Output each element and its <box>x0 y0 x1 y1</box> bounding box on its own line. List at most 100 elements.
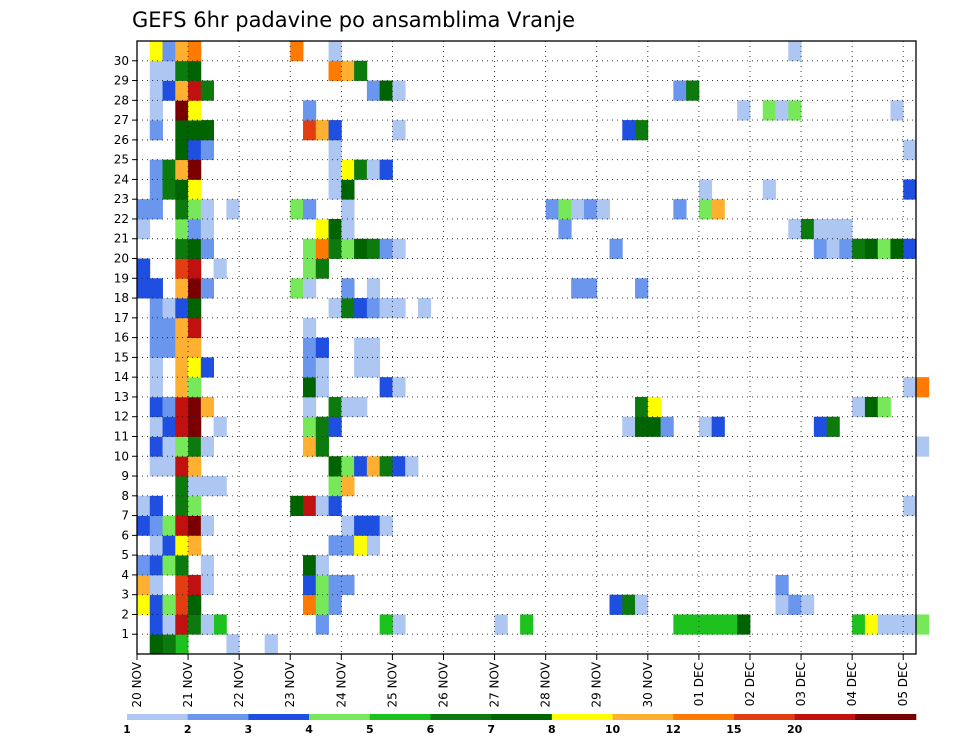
heatmap-cell <box>711 199 725 220</box>
heatmap-cell <box>788 218 802 240</box>
heatmap-cell <box>290 278 304 299</box>
heatmap-cell <box>583 199 598 220</box>
heatmap-cell <box>341 476 355 497</box>
x-tick-label: 23 NOV <box>283 661 297 707</box>
heatmap-cell <box>175 634 189 655</box>
heatmap-cell <box>354 515 368 536</box>
heatmap-cell <box>149 416 163 437</box>
x-tick-label: 20 NOV <box>130 661 144 707</box>
colorbar-segment <box>733 714 795 720</box>
heatmap-cell <box>328 416 342 437</box>
heatmap-cell <box>916 436 930 457</box>
heatmap-cell <box>379 456 393 477</box>
heatmap-cell <box>328 159 342 180</box>
heatmap-cell <box>354 60 368 81</box>
heatmap-cell <box>328 139 342 161</box>
heatmap-cell <box>188 238 202 259</box>
heatmap-cell <box>303 317 317 339</box>
heatmap-cell <box>647 416 661 437</box>
colorbar-label: 5 <box>366 723 374 736</box>
heatmap-cell <box>303 436 317 457</box>
y-tick-label: 9 <box>121 469 129 483</box>
heatmap-cell <box>520 614 534 635</box>
y-tick-label: 20 <box>114 252 129 266</box>
x-axis-ticks: 20 NOV 21 NOV 22 NOV 23 NOV 24 NOV 25 NOV 26 N… <box>130 654 910 708</box>
heatmap-cell <box>149 555 163 576</box>
colorbar-segment <box>309 714 371 720</box>
colorbar-segment <box>491 714 553 720</box>
heatmap-cell <box>303 377 317 398</box>
heatmap-cell <box>149 515 163 536</box>
y-tick-label: 24 <box>114 172 129 186</box>
heatmap-cell <box>188 41 202 62</box>
heatmap-cell <box>341 159 355 180</box>
heatmap-cell <box>175 278 189 299</box>
plot-frame <box>136 40 917 655</box>
heatmap-cell <box>877 614 891 635</box>
heatmap-cell <box>328 218 342 240</box>
y-tick-label: 7 <box>121 509 129 523</box>
heatmap-cell <box>801 594 815 615</box>
heatmap-cell <box>137 555 151 576</box>
heatmap-cell <box>609 594 623 615</box>
heatmap-cell <box>149 634 163 655</box>
y-tick-label: 6 <box>121 528 129 542</box>
heatmap-cell <box>775 574 789 596</box>
heatmap-cell <box>328 535 342 556</box>
heatmap-cell <box>162 396 176 418</box>
heatmap-cell <box>200 139 215 161</box>
heatmap-cell <box>162 80 176 101</box>
x-tick-label: 26 NOV <box>436 661 450 707</box>
heatmap-cell <box>137 258 151 279</box>
heatmap-cell <box>417 298 432 319</box>
heatmap-cell <box>903 614 917 635</box>
y-tick-label: 1 <box>121 627 129 641</box>
heatmap-cell <box>175 258 189 279</box>
x-tick-label: 02 DEC <box>743 662 757 706</box>
y-tick-label: 23 <box>114 192 129 206</box>
heatmap-cell <box>188 535 202 556</box>
heatmap-cell <box>149 377 163 398</box>
heatmap-cell <box>200 80 215 101</box>
heatmap-cell <box>545 199 559 220</box>
colorbar-segment <box>673 714 735 720</box>
heatmap-cell <box>149 495 163 516</box>
heatmap-cell <box>200 476 215 497</box>
heatmap-cell <box>354 159 368 180</box>
heatmap-cell <box>366 456 381 477</box>
heatmap-cell <box>379 377 393 398</box>
heatmap-cell <box>315 357 329 378</box>
heatmap-cell <box>149 594 163 615</box>
heatmap-cell <box>852 238 866 259</box>
heatmap-cell <box>200 396 215 418</box>
heatmap-cell <box>826 238 840 259</box>
heatmap-cell <box>341 515 355 536</box>
heatmap-cell <box>200 278 215 299</box>
x-tick-label: 05 DEC <box>896 662 910 706</box>
x-tick-label: 22 NOV <box>232 661 246 707</box>
heatmap-cell <box>328 396 342 418</box>
heatmap-cell <box>290 495 304 516</box>
heatmap-cell <box>188 574 202 596</box>
heatmap-cell <box>175 199 189 220</box>
heatmap-cell <box>200 574 215 596</box>
heatmap-cell <box>315 218 329 240</box>
heatmap-cell <box>315 594 329 615</box>
heatmap-cell <box>290 41 304 62</box>
heatmap-cell <box>622 416 636 437</box>
heatmap-cell <box>635 594 649 615</box>
heatmap-cell <box>149 120 163 141</box>
heatmap-cell <box>686 614 700 635</box>
heatmap-cell <box>175 436 189 457</box>
heatmap-cell <box>392 456 406 477</box>
heatmap-cell <box>188 60 202 81</box>
colorbar-segment <box>794 714 856 720</box>
heatmap-cell <box>328 594 342 615</box>
heatmap-cell <box>162 614 176 635</box>
heatmap-cell <box>635 120 649 141</box>
heatmap-cell <box>558 199 572 220</box>
heatmap-cell <box>175 396 189 418</box>
heatmap-cell <box>571 278 585 299</box>
heatmap-cell <box>149 199 163 220</box>
heatmap-cell <box>366 278 381 299</box>
